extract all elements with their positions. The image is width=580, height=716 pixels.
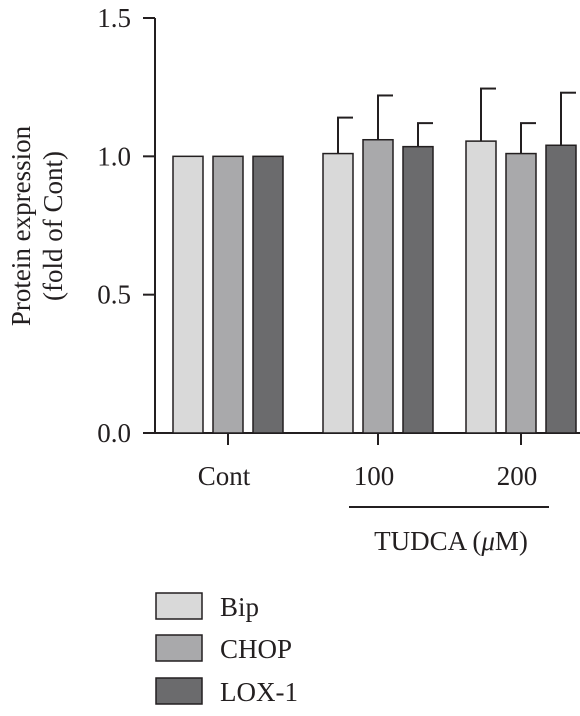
y-axis-title-line-1: Protein expression: [6, 125, 36, 326]
y-tick-label: 0.0: [97, 418, 131, 448]
bar-chop-Cont: [212, 155, 244, 434]
legend-label-chop: CHOP: [220, 634, 292, 664]
bar-lox-1-200: [545, 144, 577, 434]
group-label: TUDCA (μM): [374, 526, 528, 556]
bars: [172, 138, 577, 434]
x-ticks: Cont 100 200: [198, 433, 538, 491]
legend-label-lox-1: LOX-1: [220, 677, 298, 707]
y-ticks: 0.0 0.5 1.0 1.5: [97, 3, 155, 448]
legend-label-bip: Bip: [220, 592, 259, 622]
x-tick-label: Cont: [198, 461, 251, 491]
x-tick-label: 200: [497, 461, 538, 491]
y-axis-title: Protein expression (fold of Cont): [6, 125, 68, 326]
bar-bip-100: [322, 152, 354, 434]
bar-lox-1-100: [402, 145, 434, 434]
y-tick-label: 1.5: [97, 3, 131, 33]
bar-bip-Cont: [172, 155, 204, 434]
bar-lox-1-Cont: [252, 155, 284, 434]
bar-bip-200: [465, 140, 497, 434]
legend-swatch-bip: [155, 592, 203, 620]
bar-chop-200: [505, 152, 537, 434]
legend-swatch-chop: [155, 634, 203, 662]
group-label-mu: μ: [480, 526, 495, 556]
group-label-pre: TUDCA (: [374, 526, 481, 556]
y-axis-title-line-2: (fold of Cont): [38, 151, 68, 301]
legend: Bip CHOP LOX-1: [155, 592, 298, 707]
group-label-post: M): [495, 526, 528, 556]
y-tick-label: 1.0: [97, 141, 131, 171]
legend-swatch-lox-1: [155, 677, 203, 705]
error-bars: [337, 87, 576, 154]
x-tick-label: 100: [354, 461, 395, 491]
bar-chop-100: [362, 138, 394, 434]
y-tick-label: 0.5: [97, 280, 131, 310]
